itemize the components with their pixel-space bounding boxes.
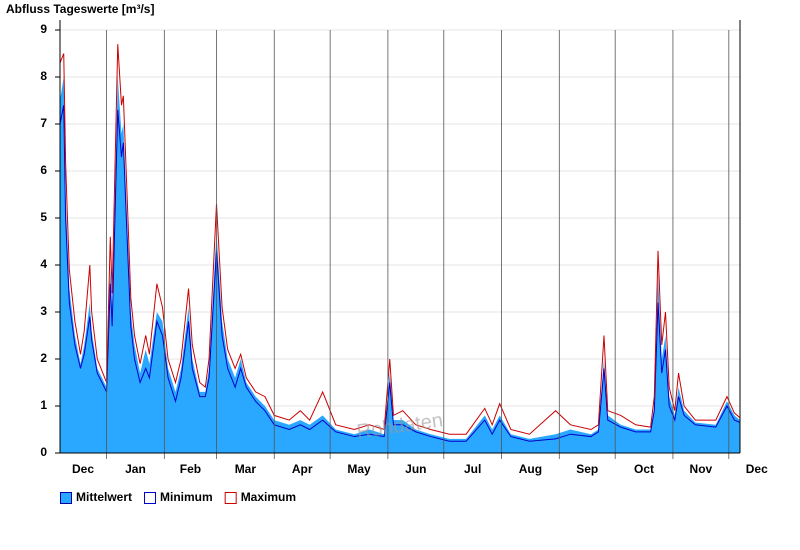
x-tick-label: Dec (746, 462, 768, 476)
x-tick-label: May (347, 462, 371, 476)
x-tick-label: Jun (405, 462, 426, 476)
y-tick-label: 3 (40, 304, 47, 318)
y-tick-label: 6 (40, 163, 47, 177)
x-tick-label: Aug (519, 462, 542, 476)
legend-swatch (144, 492, 157, 504)
legend-label: Maximum (241, 490, 296, 504)
y-tick-label: 4 (40, 257, 47, 271)
x-tick-label: Oct (634, 462, 654, 476)
x-tick-label: Feb (180, 462, 201, 476)
x-tick-label: Jan (125, 462, 146, 476)
legend-swatch (60, 492, 72, 504)
x-tick-label: Mar (235, 462, 257, 476)
y-tick-label: 7 (40, 116, 47, 130)
legend-swatch (224, 492, 237, 504)
y-tick-label: 2 (40, 351, 47, 365)
x-tick-label: Apr (292, 462, 313, 476)
line (59, 105, 741, 442)
line (59, 44, 741, 435)
legend-label: Minimum (160, 490, 213, 504)
legend-label: Mittelwert (76, 490, 132, 504)
x-tick-label: Jul (464, 462, 481, 476)
y-tick-label: 0 (40, 445, 47, 459)
y-tick-label: 8 (40, 69, 47, 83)
y-tick-label: 9 (40, 22, 47, 36)
chart-title: Abfluss Tageswerte [m³/s] (6, 2, 154, 16)
x-tick-label: Sep (576, 462, 598, 476)
area (60, 77, 740, 453)
x-tick-label: Dec (72, 462, 94, 476)
y-tick-label: 5 (40, 210, 47, 224)
y-tick-label: 1 (40, 398, 47, 412)
x-tick-label: Nov (690, 462, 713, 476)
